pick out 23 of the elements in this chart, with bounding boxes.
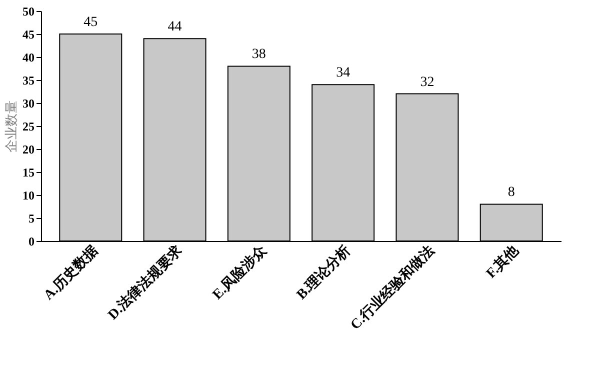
data-label: 44 xyxy=(168,20,182,35)
x-tick-label: E.风险涉众 xyxy=(210,242,270,303)
data-label: 8 xyxy=(508,185,515,200)
y-axis-title: 企业数量 xyxy=(4,100,18,152)
x-tick-label: B.理论分析 xyxy=(294,242,354,303)
y-tick-label: 5 xyxy=(28,212,34,226)
y-tick-label: 25 xyxy=(22,120,34,134)
y-tick-label: 30 xyxy=(22,96,34,110)
y-tick-label: 50 xyxy=(22,4,34,18)
x-tick-label: F.其他 xyxy=(483,242,523,282)
y-tick-label: 40 xyxy=(22,50,34,64)
data-label: 34 xyxy=(336,66,350,81)
y-tick-label: 35 xyxy=(22,74,34,88)
data-label: 38 xyxy=(252,47,266,62)
data-label: 45 xyxy=(84,15,98,30)
x-tick-label: A.历史数据 xyxy=(40,242,102,304)
y-tick-label: 45 xyxy=(22,28,34,42)
data-label: 32 xyxy=(420,74,434,90)
y-tick-label: 20 xyxy=(22,142,34,156)
y-tick-label: 0 xyxy=(28,234,34,248)
y-tick-label: 10 xyxy=(22,188,34,202)
y-tick-label: 15 xyxy=(22,166,34,180)
x-tick-label: D.法律法规要求 xyxy=(105,242,186,324)
